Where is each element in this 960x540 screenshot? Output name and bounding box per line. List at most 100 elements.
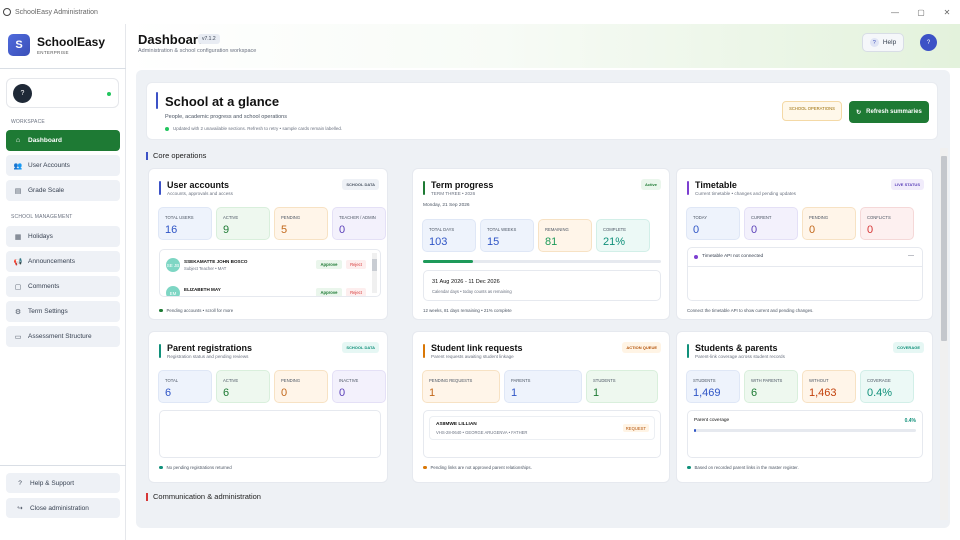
stat-pending: PENDING 0 <box>802 207 856 240</box>
window-title: SchoolEasy Administration <box>15 8 98 16</box>
stat-value: 103 <box>429 236 448 248</box>
sidebar-item-assessment-structure[interactable]: ▭ Assessment Structure <box>6 326 120 347</box>
reject-button[interactable]: Reject <box>346 260 366 269</box>
stat-value: 21% <box>603 236 626 248</box>
card-subtitle: Parent requests awaiting student linkage <box>431 354 514 359</box>
list-item[interactable]: ASIIMWE LILLIAN VHS-28-0640 • GEORGE ARU… <box>429 416 655 440</box>
request-name: ASIIMWE LILLIAN <box>436 422 477 427</box>
app-logo-icon <box>3 8 11 16</box>
card-subtitle: Parent-link coverage across student reco… <box>695 354 785 359</box>
stat-active: ACTIVE 6 <box>216 370 270 403</box>
stat-value: 1,469 <box>693 387 721 399</box>
stat-conflicts: CONFLICTS 0 <box>860 207 914 240</box>
card-pill: Active <box>640 179 661 190</box>
section-title: Core operations <box>153 151 207 160</box>
hero-note-text: Updated with 2 unavailable sections. Ref… <box>173 126 343 131</box>
sidebar-item-holidays[interactable]: ▦ Holidays <box>6 226 120 247</box>
status-dot-icon <box>159 465 163 470</box>
coverage-fill <box>694 429 696 432</box>
card-footer-text: Based on recorded parent links in the ma… <box>694 465 799 470</box>
request-tag: REQUEST <box>622 424 649 432</box>
list-item: SE JB SSEKAMATTE JOHN BOSCO Subject Teac… <box>160 254 370 276</box>
sidebar-item-label: User Accounts <box>28 162 70 169</box>
sidebar-item-announcements[interactable]: 📢 Announcements <box>6 251 120 272</box>
user-avatar-button[interactable]: ? <box>920 34 937 51</box>
section-communication-administration: Communication & administration <box>146 492 261 501</box>
stat-label: PENDING REQUESTS <box>429 378 473 383</box>
page-header: Dashboard v7.1.2 Administration & school… <box>126 24 960 68</box>
card-pill: ACTION QUEUE <box>622 342 661 353</box>
term-progress-bar <box>423 260 661 263</box>
hero-note: Updated with 2 unavailable sections. Ref… <box>165 126 342 131</box>
card-subtitle: Accounts, approvals and access <box>167 191 233 196</box>
sidebar-item-term-settings[interactable]: ⚙ Term Settings <box>6 301 120 322</box>
sidebar-item-comments[interactable]: ▢ Comments <box>6 276 120 297</box>
sidebar-item-dashboard[interactable]: ⌂ Dashboard <box>6 130 120 151</box>
stat-value: 0 <box>693 224 700 236</box>
sidebar-item-grade-scale[interactable]: ▤ Grade Scale <box>6 180 120 201</box>
close-administration-button[interactable]: ↪ Close administration <box>6 498 120 518</box>
list-item: EM ELIZABETH MAY Approve Reject <box>160 282 370 296</box>
card-footer: 12 weeks, 81 days remaining • 21% comple… <box>423 308 512 313</box>
maximize-icon[interactable]: ▢ <box>917 7 925 17</box>
help-button[interactable]: ? Help <box>862 33 904 52</box>
main-scrollbar[interactable] <box>940 148 948 520</box>
stat-label: TOTAL <box>165 378 179 383</box>
stat-value: 0 <box>339 224 346 236</box>
stat-teacher-admin: TEACHER / ADMIN 0 <box>332 207 386 240</box>
card-footer-text: Pending accounts • scroll for more <box>166 308 234 313</box>
stat-label: REMAINING <box>545 227 569 232</box>
stat-total-days: TOTAL DAYS 103 <box>422 219 476 252</box>
approve-button[interactable]: Approve <box>316 260 342 269</box>
term-progress-fill <box>423 260 473 263</box>
scrollbar-thumb[interactable] <box>372 259 377 271</box>
scrollbar-thumb[interactable] <box>941 156 947 341</box>
help-support-button[interactable]: ? Help & Support <box>6 473 120 493</box>
pending-accounts-list[interactable]: SE JB SSEKAMATTE JOHN BOSCO Subject Teac… <box>159 249 381 297</box>
stat-label: TEACHER / ADMIN <box>339 215 376 220</box>
card-accent <box>687 344 689 358</box>
stat-value: 16 <box>165 224 178 236</box>
stat-value: 9 <box>223 224 230 236</box>
minimize-icon[interactable]: — <box>891 7 899 17</box>
refresh-summaries-button[interactable]: ↻ Refresh summaries <box>849 101 929 123</box>
status-dot-icon <box>694 254 698 259</box>
card-timetable: Timetable Current timetable • changes an… <box>676 168 933 320</box>
card-footer-text: 12 weeks, 81 days remaining • 21% comple… <box>423 308 512 313</box>
stat-label: ACTIVE <box>223 378 239 383</box>
term-range: 31 Aug 2026 - 11 Dec 2026 <box>432 279 500 285</box>
card-pill: SCHOOL DATA <box>342 342 379 353</box>
brand-logo-icon: S <box>8 34 30 56</box>
stat-label: WITH PARENTS <box>751 378 783 383</box>
sidebar-item-user-accounts[interactable]: 👥 User Accounts <box>6 155 120 176</box>
coverage-bar <box>694 429 916 432</box>
stat-value: 0 <box>751 224 758 236</box>
stat-label: PENDING <box>809 215 829 220</box>
card-footer: No pending registrations returned <box>159 465 232 470</box>
stat-value: 15 <box>487 236 500 248</box>
card-footer-text: Connect the timetable API to show curren… <box>687 308 814 313</box>
pending-registrations-list <box>159 410 381 458</box>
stat-value: 1 <box>593 387 600 399</box>
stat-label: TODAY <box>693 215 708 220</box>
brand[interactable]: S SchoolEasy ENTERPRISE <box>8 34 105 56</box>
stat-today: TODAY 0 <box>686 207 740 240</box>
stat-label: COVERAGE <box>867 378 891 383</box>
stat-label: WITHOUT <box>809 378 829 383</box>
refresh-label: Refresh summaries <box>866 109 922 115</box>
section-title: Communication & administration <box>153 492 261 501</box>
stat-value: 1 <box>429 387 436 399</box>
list-scrollbar[interactable] <box>372 253 377 293</box>
reject-button[interactable]: Reject <box>346 288 366 296</box>
stat-value: 0 <box>281 387 288 399</box>
exit-icon: ↪ <box>17 505 23 512</box>
profile-card[interactable]: ? <box>6 78 119 108</box>
stat-total-weeks: TOTAL WEEKS 15 <box>480 219 534 252</box>
close-icon[interactable]: ✕ <box>943 7 951 17</box>
accent-bar <box>156 92 158 109</box>
user-name: SSEKAMATTE JOHN BOSCO <box>184 259 248 264</box>
stat-label: COMPLETE <box>603 227 627 232</box>
stat-value: 5 <box>281 224 288 236</box>
approve-button[interactable]: Approve <box>316 288 342 296</box>
section-core-operations: Core operations <box>146 151 206 160</box>
